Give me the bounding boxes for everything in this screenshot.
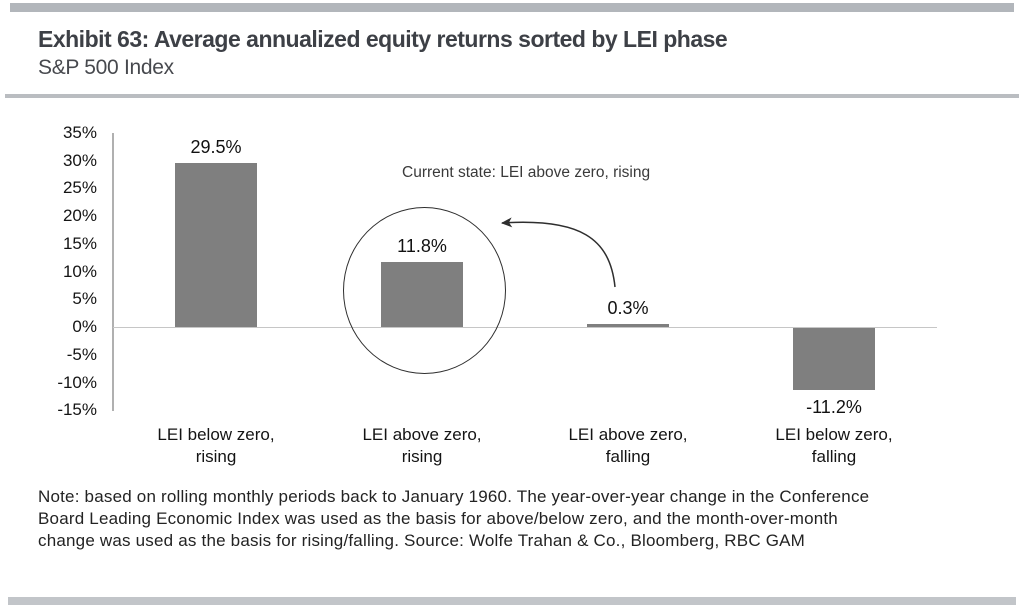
bar-value-label: -11.2% [806, 397, 862, 418]
y-tick-label: 35% [62, 122, 97, 142]
footnote-line: Board Leading Economic Index was used as… [38, 509, 838, 528]
y-tick-label: -5% [66, 344, 97, 364]
y-tick-label: -10% [57, 372, 97, 392]
category-label: LEI below zero, falling [775, 425, 893, 466]
bar [587, 324, 669, 327]
bar-chart: 35% 30% 25% 20% 15% 10% 5% 0% -5% -10% -15% 29.5% L… [57, 122, 937, 466]
zero-baseline [113, 327, 937, 328]
category-label: LEI above zero, rising [362, 425, 482, 466]
y-tick-label: 30% [62, 150, 97, 170]
bar [175, 163, 257, 327]
footnote-line: Note: based on rolling monthly periods b… [38, 487, 870, 506]
y-tick-label: 0% [72, 317, 97, 336]
annotation-text: Current state: LEI above zero, rising [402, 164, 651, 181]
y-tick-label: 15% [62, 233, 97, 253]
bar-value-label: 29.5% [190, 137, 242, 158]
top-rule [10, 3, 1014, 12]
y-axis-line [112, 133, 114, 411]
annotation-arrow-icon [501, 217, 616, 288]
y-tick-label: 5% [72, 289, 97, 309]
y-tick-label: 25% [62, 178, 97, 198]
header-divider-rule [5, 94, 1019, 98]
category-label: LEI above zero, falling [568, 425, 688, 466]
exhibit-title: Exhibit 63: Average annualized equity re… [38, 26, 728, 52]
category-label: LEI below zero, rising [157, 425, 275, 466]
y-tick-label: 20% [62, 206, 97, 225]
bottom-rule [8, 597, 1016, 605]
footnote-line: change was used as the basis for rising/… [38, 531, 806, 550]
y-tick-label: 10% [62, 261, 97, 281]
bar [793, 328, 875, 391]
exhibit-subtitle: S&P 500 Index [38, 56, 174, 79]
bar-value-label: 0.3% [607, 298, 649, 318]
footnote: Note: based on rolling monthly periods b… [38, 486, 869, 552]
highlight-circle [343, 207, 506, 374]
y-tick-label: -15% [57, 400, 97, 420]
